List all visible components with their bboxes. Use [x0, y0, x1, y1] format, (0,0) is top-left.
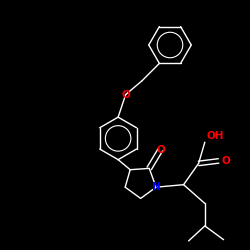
Text: O: O: [221, 156, 230, 166]
Text: OH: OH: [206, 131, 224, 141]
Text: N: N: [152, 182, 160, 192]
Text: O: O: [121, 90, 130, 100]
Text: O: O: [156, 144, 165, 154]
